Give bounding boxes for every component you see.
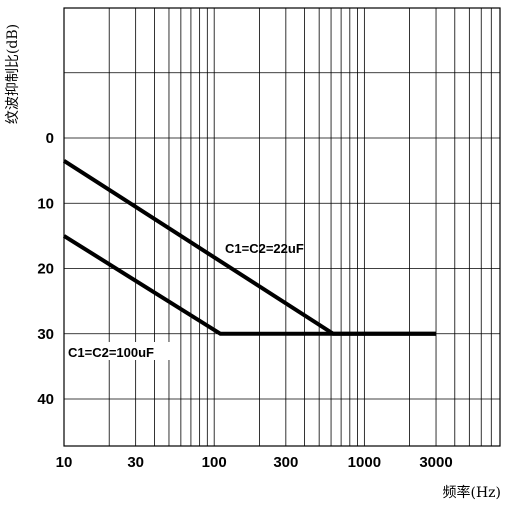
- x-tick-label: 30: [127, 454, 144, 471]
- y-axis-title: 纹波抑制比(dB): [5, 24, 21, 124]
- y-tick-label: 0: [46, 130, 54, 147]
- y-tick-label: 30: [37, 326, 54, 343]
- y-tick-labels: 0 10 20 30 40: [37, 130, 54, 408]
- x-axis-title: 频率(Hz): [442, 484, 501, 501]
- series-label-100uf-background: [66, 342, 170, 360]
- series-label-100uf: C1=C2=100uF: [68, 345, 154, 360]
- x-tick-labels: 10 30 100 300 1000 3000: [56, 454, 453, 471]
- y-tick-label: 20: [37, 261, 54, 278]
- x-tick-label: 3000: [419, 454, 452, 471]
- x-tick-label: 10: [56, 454, 73, 471]
- series-line-1: [62, 234, 436, 336]
- grid-lines: [64, 8, 500, 446]
- x-tick-label: 300: [273, 454, 298, 471]
- series-label-22uf: C1=C2=22uF: [225, 241, 304, 256]
- series-group: [62, 159, 436, 336]
- y-tick-label: 10: [37, 195, 54, 212]
- x-tick-label: 1000: [348, 454, 381, 471]
- x-tick-label: 100: [202, 454, 227, 471]
- plot-frame: [63, 7, 501, 447]
- y-tick-label: 40: [37, 391, 54, 408]
